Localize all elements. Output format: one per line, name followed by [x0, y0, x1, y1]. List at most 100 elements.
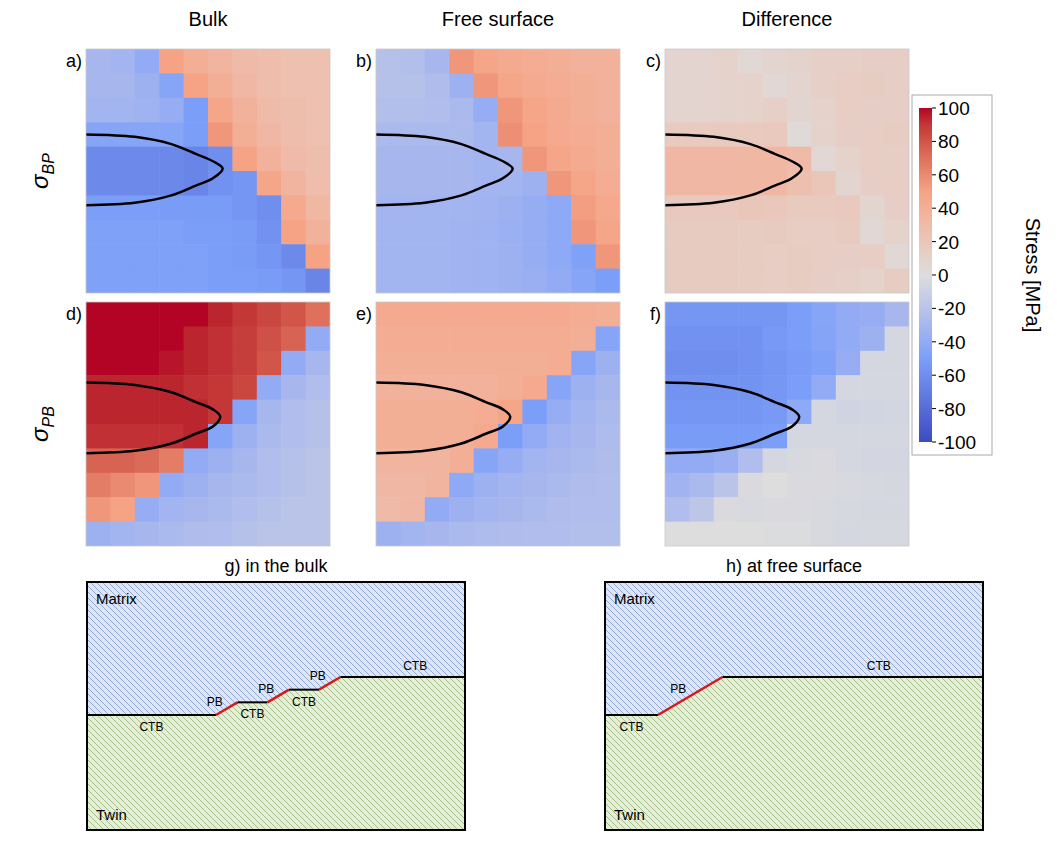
heatmap-cell: [86, 302, 111, 327]
heatmap-cell: [665, 375, 690, 400]
heatmap-cell: [306, 49, 330, 74]
heatmap-cell: [86, 375, 111, 400]
heatmap-cell: [571, 98, 596, 123]
heatmap-cell: [86, 473, 111, 498]
heatmap-cell: [184, 326, 209, 351]
heatmap-cell: [257, 326, 282, 351]
heatmap-cell: [257, 375, 282, 400]
heatmap-cell: [306, 497, 330, 522]
heatmap-cell: [763, 98, 788, 123]
heatmap-cell: [522, 171, 547, 196]
heatmap-cell: [232, 473, 257, 498]
heatmap-cell: [281, 98, 306, 123]
heatmap-cell: [665, 98, 690, 123]
diagram-frame: [605, 582, 983, 830]
heatmap-cell: [787, 497, 812, 522]
heatmap-cell: [232, 122, 257, 147]
heatmap-cell: [522, 195, 547, 220]
heatmap-cell: [885, 244, 909, 269]
heatmap-cell: [232, 147, 257, 172]
ctb-segment: [605, 714, 658, 716]
heatmap-cell: [281, 448, 306, 473]
heatmap-cell: [425, 244, 450, 269]
heatmap-cell: [257, 448, 282, 473]
colorbar-tick-label: -20: [938, 298, 965, 319]
heatmap-cell: [498, 269, 523, 293]
heatmap-cell: [836, 147, 861, 172]
heatmap-cell: [836, 351, 861, 376]
heatmap-cell: [425, 220, 450, 245]
heatmap-cell: [763, 522, 788, 546]
heatmap-cell: [425, 73, 450, 98]
heatmap-cell: [571, 73, 596, 98]
heatmap-cell: [400, 49, 425, 74]
heatmap-cell: [763, 269, 788, 293]
heatmap-cell: [665, 302, 690, 327]
colorbar-tick-label: 100: [938, 98, 970, 119]
colorbar-title: Stress [MPa]: [1022, 218, 1044, 332]
heatmap-cell: [232, 49, 257, 74]
heatmap-cell: [860, 351, 885, 376]
heatmap-cell: [135, 302, 160, 327]
heatmap-cell: [208, 269, 233, 293]
heatmap-cell: [547, 302, 572, 327]
heatmap-cell: [811, 244, 836, 269]
heatmap-cell: [376, 147, 401, 172]
segment-label: PB: [258, 682, 274, 696]
heatmap-cell: [135, 473, 160, 498]
heatmap-cell: [689, 497, 714, 522]
heatmap-cell: [571, 244, 596, 269]
heatmap-cell: [257, 147, 282, 172]
heatmap-cell: [498, 326, 523, 351]
heatmap-cell: [596, 220, 620, 245]
heatmap-cell: [787, 302, 812, 327]
heatmap-cell: [281, 302, 306, 327]
heatmap-cell: [257, 400, 282, 425]
heatmap-cell: [281, 49, 306, 74]
heatmap-cell: [376, 326, 401, 351]
heatmap-cell: [86, 244, 111, 269]
heatmap-cell: [306, 448, 330, 473]
heatmap-cell: [811, 73, 836, 98]
heatmap-cell: [474, 49, 499, 74]
heatmap-cell: [257, 497, 282, 522]
heatmap-cell: [738, 147, 763, 172]
ctb-segment: [341, 676, 465, 678]
heatmap-cell: [689, 49, 714, 74]
heatmap-cell: [596, 522, 620, 546]
heatmap-cell: [135, 497, 160, 522]
heatmap-cell: [232, 424, 257, 449]
colorbar-tick: [932, 308, 936, 309]
heatmap-cell: [811, 98, 836, 123]
heatmap-cell: [763, 220, 788, 245]
heatmap-cell: [208, 147, 233, 172]
colorbar-tick-label: -80: [938, 399, 965, 420]
heatmap-cell: [449, 473, 474, 498]
segment-label: PB: [310, 669, 326, 683]
heatmap-cell: [787, 171, 812, 196]
heatmap-cell: [449, 302, 474, 327]
heatmap-cell: [110, 73, 135, 98]
twin-contour: [376, 134, 513, 205]
heatmap-cell: [885, 497, 909, 522]
heatmap-cell: [306, 302, 330, 327]
heatmap-cell: [110, 497, 135, 522]
heatmap-cell: [159, 473, 184, 498]
heatmap-cell: [257, 473, 282, 498]
heatmap-cell: [498, 302, 523, 327]
colorbar-tick-label: 80: [938, 131, 959, 152]
heatmap-plot: [665, 302, 909, 546]
heatmap-cell: [787, 400, 812, 425]
heatmap-cell: [400, 400, 425, 425]
heatmap-cell: [208, 122, 233, 147]
heatmap-cell: [110, 424, 135, 449]
heatmap-cell: [787, 326, 812, 351]
heatmap-cell: [449, 448, 474, 473]
heatmap-cell: [159, 448, 184, 473]
segment-label: CTB: [619, 720, 643, 734]
heatmap-cell: [571, 400, 596, 425]
heatmap-cell: [596, 326, 620, 351]
heatmap-cell: [449, 98, 474, 123]
heatmap-cell: [714, 98, 739, 123]
twin-contour: [86, 134, 223, 205]
